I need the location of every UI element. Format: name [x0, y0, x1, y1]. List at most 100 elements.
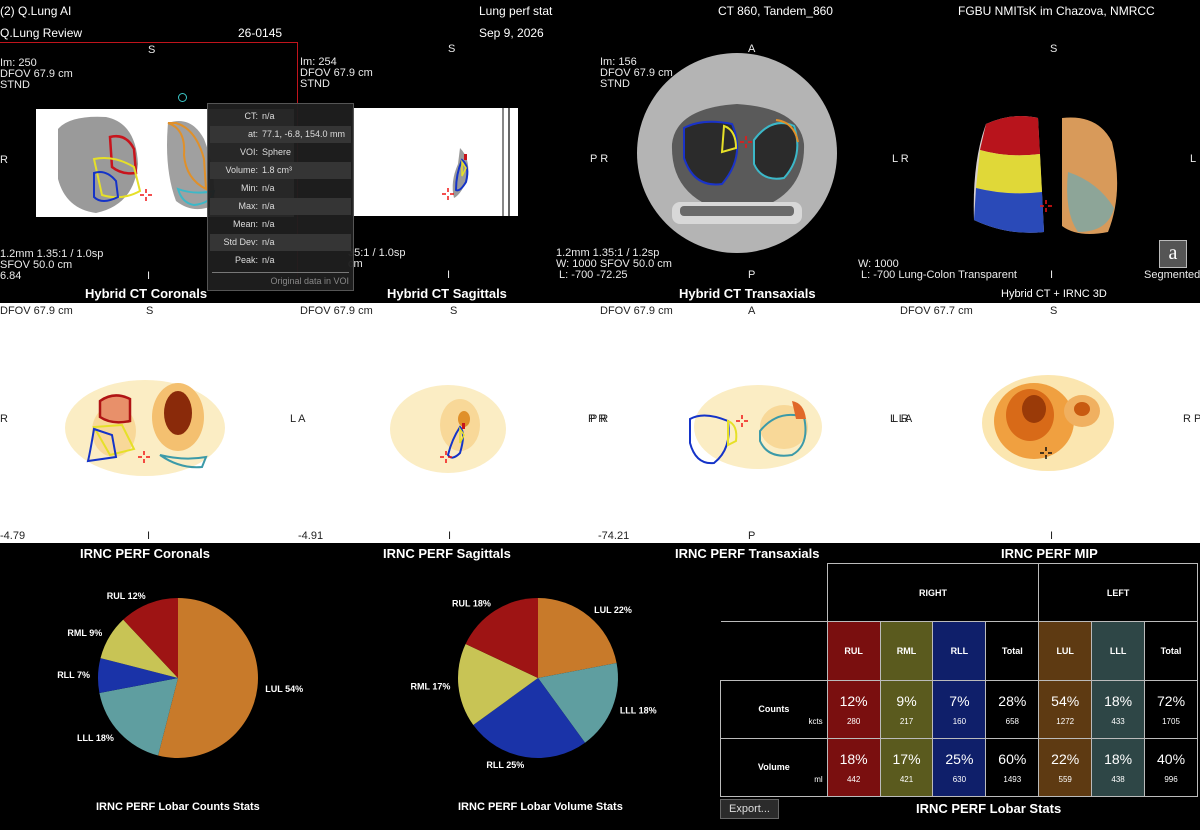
perf-mip-viewport[interactable]: DFOV 67.7 cm S L R R P I	[892, 303, 1200, 543]
pie-slice-lll	[538, 663, 618, 743]
row-unit: kcts	[808, 716, 823, 726]
orient-bottom: I	[147, 530, 151, 542]
orient-top: S	[148, 44, 156, 56]
popup-row: CT: n/a	[210, 108, 351, 125]
pie-slice-lul	[158, 598, 258, 758]
ct-sagittal-viewport[interactable]: S Im: 254 DFOV 67.9 cm STND 35:1 / 1.0sp…	[298, 42, 598, 284]
col-header-rul: RUL	[826, 621, 881, 681]
segmented-toggle-button[interactable]: a	[1159, 240, 1187, 268]
pie-label: LUL 22%	[594, 605, 632, 615]
pie-label: RUL 12%	[107, 591, 146, 601]
pie-label: RLL 25%	[486, 760, 524, 770]
pie-label: LLL 18%	[620, 705, 657, 715]
row-unit: ml	[814, 775, 823, 784]
stat-abs: 559	[1058, 774, 1072, 784]
app-title: (2) Q.Lung AI	[0, 4, 72, 18]
stat-cell: 28% 658	[985, 679, 1040, 739]
pie-slice-rll	[98, 658, 178, 693]
orient-right: L	[1190, 153, 1197, 165]
stat-cell: 60% 1493	[985, 737, 1040, 798]
popup-key: Peak:	[234, 255, 258, 265]
export-button[interactable]: Export...	[720, 799, 779, 819]
popup-key: VOI:	[239, 147, 258, 157]
stat-pct: 12%	[839, 692, 868, 709]
dfov: DFOV 67.9 cm	[0, 305, 73, 317]
popup-row: Std Dev: n/a	[210, 234, 351, 251]
slice-num: -74.21	[598, 530, 630, 542]
orient-left: L R	[892, 153, 909, 165]
stat-cell: 17% 421	[879, 737, 934, 798]
popup-row: VOI: Sphere	[210, 144, 351, 161]
stat-cell: 9% 217	[879, 679, 934, 739]
ct-transaxial-viewport[interactable]: A Im: 156 DFOV 67.9 cm STND P R 1.2mm 1.…	[556, 42, 898, 284]
stat-abs: 160	[952, 716, 967, 726]
perf-sagittal-viewport[interactable]: DFOV 67.9 cm S P R -4.91 I	[298, 303, 606, 543]
perf-sagittal-title: IRNC PERF Sagittals	[383, 546, 511, 561]
stat-cell: 12% 280	[826, 679, 881, 739]
pie-slice-rul	[123, 598, 178, 678]
stat-pct: 72%	[1157, 692, 1186, 709]
popup-value: 77.1, -6.8, 154.0 mm	[262, 129, 346, 139]
pie-slice-rml	[458, 643, 538, 726]
stat-abs: 438	[1111, 774, 1125, 784]
perf-coronal-title: IRNC PERF Coronals	[80, 546, 211, 561]
orient-right: R P	[1183, 413, 1200, 425]
popup-row: Mean: n/a	[210, 216, 351, 233]
orient-left: R	[0, 154, 8, 166]
row-title: Volume	[757, 762, 790, 773]
voi-sphere-marker[interactable]	[178, 93, 187, 102]
pie-slice-rml	[100, 619, 178, 678]
stat-pct: 60%	[998, 750, 1027, 767]
stat-abs: 421	[899, 774, 914, 784]
stat-cell: 18% 438	[1091, 737, 1146, 798]
study-date: Sep 9, 2026	[479, 26, 544, 40]
pie-volume-caption: IRNC PERF Lobar Volume Stats	[458, 801, 623, 813]
institution: FGBU NMITsK im Chazova, NMRCC	[958, 4, 1155, 18]
perf-transaxial-image	[689, 385, 822, 469]
bottom-info: 35:1 / 1.0sp cm	[348, 247, 406, 270]
pie-slice-rll	[473, 678, 586, 758]
stat-abs: 217	[899, 716, 914, 726]
stat-cell: 18% 442	[826, 737, 881, 798]
stat-abs: 630	[952, 774, 967, 784]
stat-pct: 22%	[1051, 750, 1080, 767]
popup-value: n/a	[262, 219, 275, 229]
ct-sagittal-title: Hybrid CT Sagittals	[387, 286, 507, 301]
perf-coronal-viewport[interactable]: DFOV 67.9 cm S R L A -4.79 I	[0, 303, 306, 543]
pie-counts-caption: IRNC PERF Lobar Counts Stats	[96, 801, 260, 813]
row-label: Counts kcts	[720, 679, 828, 739]
ct-3d-viewport[interactable]: S L R L a W: 1000 L: -700 Lung-Colon Tra…	[858, 42, 1200, 284]
perf-transaxial-title: IRNC PERF Transaxials	[675, 546, 820, 561]
pie-label: RUL 18%	[452, 599, 491, 609]
popup-row: Peak: n/a	[210, 252, 351, 269]
stat-abs: 442	[846, 774, 861, 784]
slice-num: -4.91	[298, 530, 324, 542]
popup-key: at:	[247, 129, 258, 139]
pie-label: LUL 54%	[265, 684, 303, 694]
voi-info-popup[interactable]: CT: n/a at: 77.1, -6.8, 154.0 mm VOI: Sphere V…	[207, 103, 354, 291]
left-header: LEFT	[1038, 562, 1198, 623]
ct-3d-title: Hybrid CT + IRNC 3D	[1001, 288, 1107, 300]
orient-left: R	[0, 413, 8, 425]
stat-cell: 25% 630	[932, 737, 987, 798]
lobar-stats-table: RIGHT LEFT RUL RML RLL Total LUL LLL Total Cou…	[720, 562, 1198, 798]
popup-value: n/a	[262, 255, 275, 265]
popup-key: CT:	[244, 111, 259, 121]
dfov: DFOV 67.9 cm	[300, 305, 373, 317]
pie-slice-lul	[538, 598, 617, 678]
orient-top: S	[1050, 43, 1058, 55]
stat-cell: 54% 1272	[1038, 679, 1093, 739]
orient-bottom: I	[1050, 530, 1054, 542]
bottom-info: 1.2mm 1.35:1 / 1.0sp SFOV 50.0 cm 6.84	[0, 248, 104, 282]
stat-cell: 72% 1705	[1144, 679, 1198, 739]
perf-mip-image	[982, 375, 1114, 471]
orient-bottom: P	[748, 530, 756, 542]
col-header-lll: LLL	[1091, 621, 1146, 681]
stat-pct: 18%	[1104, 692, 1133, 709]
pie-slice-rul	[465, 598, 538, 678]
orient-top: S	[1050, 305, 1058, 317]
orient-left: P R	[590, 153, 609, 165]
right-header: RIGHT	[826, 562, 1040, 623]
popup-footer: Original data in VOI	[270, 276, 349, 286]
perf-transaxial-viewport[interactable]: DFOV 67.9 cm A P R L LA -74.21 P	[590, 303, 912, 543]
